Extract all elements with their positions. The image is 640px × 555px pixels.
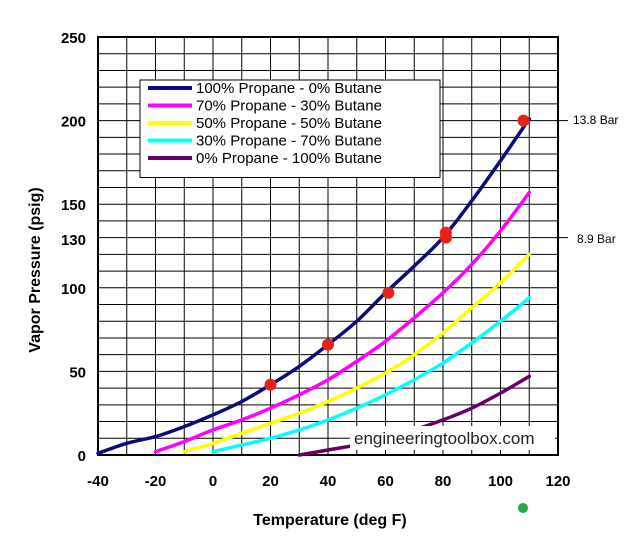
watermark: engineeringtoolbox.com — [354, 429, 535, 448]
series-line-4 — [211, 296, 531, 454]
annotation-8-9-bar: 8.9 Bar — [577, 232, 616, 246]
annotation-130: 130 — [61, 232, 86, 249]
x-tick-label: 60 — [377, 473, 394, 490]
x-axis-title: Temperature (deg F) — [253, 512, 407, 529]
legend-label: 70% Propane - 30% Butane — [196, 98, 382, 115]
y-tick-label: 150 — [61, 197, 86, 214]
marker-layer — [264, 114, 568, 391]
plot-frame — [97, 36, 559, 456]
watermark-background — [350, 426, 555, 450]
data-marker — [264, 378, 277, 391]
y-axis-title: Vapor Pressure (psig) — [27, 187, 44, 352]
y-tick-label: 100 — [61, 281, 86, 298]
green-dot — [518, 503, 528, 513]
x-tick-label: 40 — [320, 473, 337, 490]
series-layer — [96, 117, 555, 457]
legend-label: 50% Propane - 50% Butane — [196, 115, 382, 132]
y-tick-label: 250 — [61, 30, 86, 47]
x-tick-label: 100 — [488, 473, 513, 490]
series-line-1 — [96, 117, 531, 456]
series-line-3 — [182, 252, 531, 454]
x-tick-label: -40 — [87, 473, 109, 490]
legend-label: 0% Propane - 100% Butane — [196, 150, 382, 167]
y-tick-label: 200 — [61, 114, 86, 131]
y-tick-label: 0 — [78, 448, 86, 465]
data-marker — [322, 338, 334, 351]
legend-label: 30% Propane - 70% Butane — [196, 133, 382, 150]
data-marker — [382, 286, 395, 299]
data-marker — [439, 226, 452, 239]
legend-box — [139, 79, 441, 178]
y-tick-label: 50 — [69, 364, 86, 381]
series-line-2 — [153, 190, 531, 454]
x-tick-label: 0 — [209, 473, 217, 490]
x-tick-label: 80 — [435, 473, 452, 490]
data-marker — [517, 114, 530, 127]
x-tick-label: 120 — [545, 473, 570, 490]
tick-labels: -40 -20 0 20 40 60 80 100 120 0 50 100 150 200 250 — [61, 30, 571, 490]
legend-label: 100% Propane - 0% Butane — [196, 80, 382, 97]
x-tick-label: -20 — [145, 473, 167, 490]
annotation-13-8-bar: 13.8 Bar — [573, 113, 618, 127]
x-tick-label: 20 — [262, 473, 279, 490]
